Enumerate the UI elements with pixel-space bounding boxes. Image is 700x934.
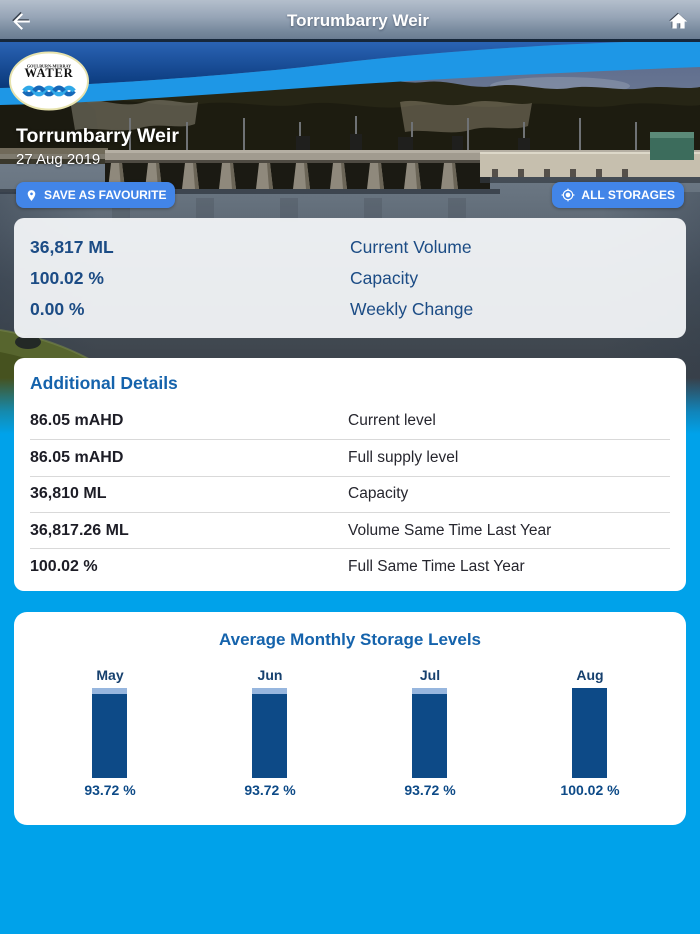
svg-text:WATER: WATER xyxy=(25,66,74,80)
svg-text:GOULBURN-MURRAY: GOULBURN-MURRAY xyxy=(27,64,71,69)
